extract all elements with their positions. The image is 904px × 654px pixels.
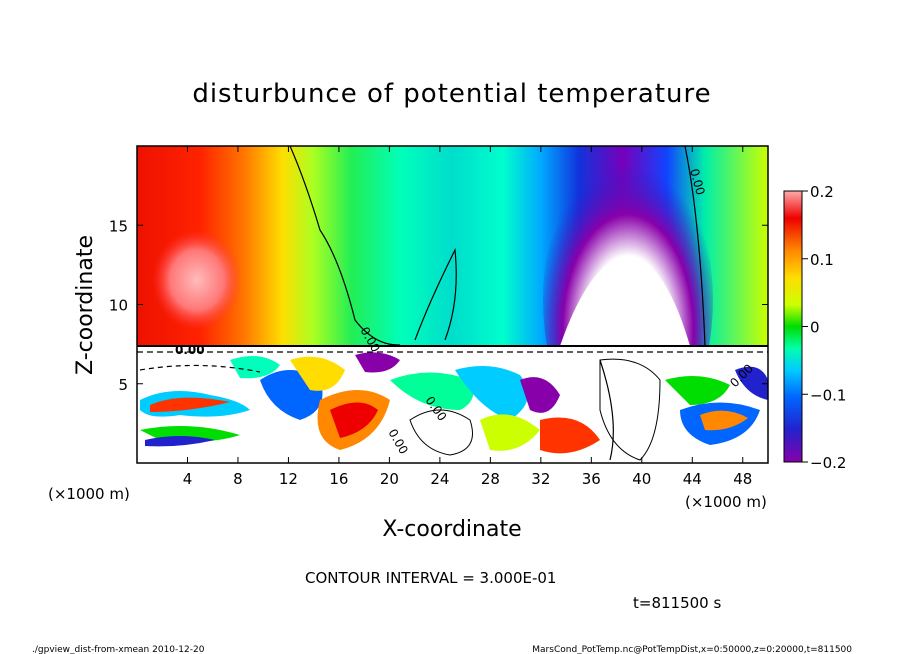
colorbar-tick-label: −0.2 [810,454,846,472]
contour-lines [137,146,768,461]
x-tick-label: 24 [430,470,449,488]
y-axis-title: Z-coordinate [73,235,98,375]
footer-left: ./gpview_dist-from-xmean 2010-12-20 [32,645,205,654]
contour-interval: CONTOUR INTERVAL = 3.000E-01 [305,569,556,587]
contour-label: 0.00 [687,167,707,196]
time-label: t=811500 s [633,594,721,612]
x-tick-label: 28 [481,470,500,488]
x-tick-label: 40 [632,470,651,488]
x-tick-label: 36 [582,470,601,488]
colorbar-tick-label: 0.2 [810,183,834,201]
colorbar [783,190,803,463]
x-unit-right: (×1000 m) [685,493,767,511]
x-tick-label: 8 [233,470,243,488]
colorbar-tick-label: 0.1 [810,251,834,269]
colorbar-ticks: 0.2 0.1 0 −0.1 −0.2 [802,183,846,472]
y-tick-label: 5 [118,376,128,394]
lower-patches [140,352,768,461]
contour-label: 0.00 [175,343,205,357]
y-axis: 5 10 15 [109,217,768,394]
y-tick-label: 15 [109,217,128,235]
x-tick-label: 44 [683,470,702,488]
warm-core [152,230,242,330]
colorbar-tick-label: 0 [810,319,820,337]
footer-right: MarsCond_PotTemp.nc@PotTempDist,x=0:5000… [532,645,852,654]
plot-area: 0.00 0.00 0.00 0.00 0.00 0.00 [137,146,768,463]
x-axis-title: X-coordinate [382,517,521,542]
x-tick-label: 32 [531,470,550,488]
x-tick-label: 20 [380,470,399,488]
x-unit-left: (×1000 m) [48,485,130,503]
x-tick-label: 4 [183,470,193,488]
x-tick-label: 12 [279,470,298,488]
x-tick-label: 16 [329,470,348,488]
colorbar-tick-label: −0.1 [810,386,846,404]
x-tick-label: 48 [733,470,752,488]
cold-plume [560,255,690,346]
chart-title: disturbunce of potential temperature [192,79,711,109]
y-tick-label: 10 [109,297,128,315]
x-axis: 4 8 12 16 20 24 28 32 36 40 44 48 [183,146,752,488]
